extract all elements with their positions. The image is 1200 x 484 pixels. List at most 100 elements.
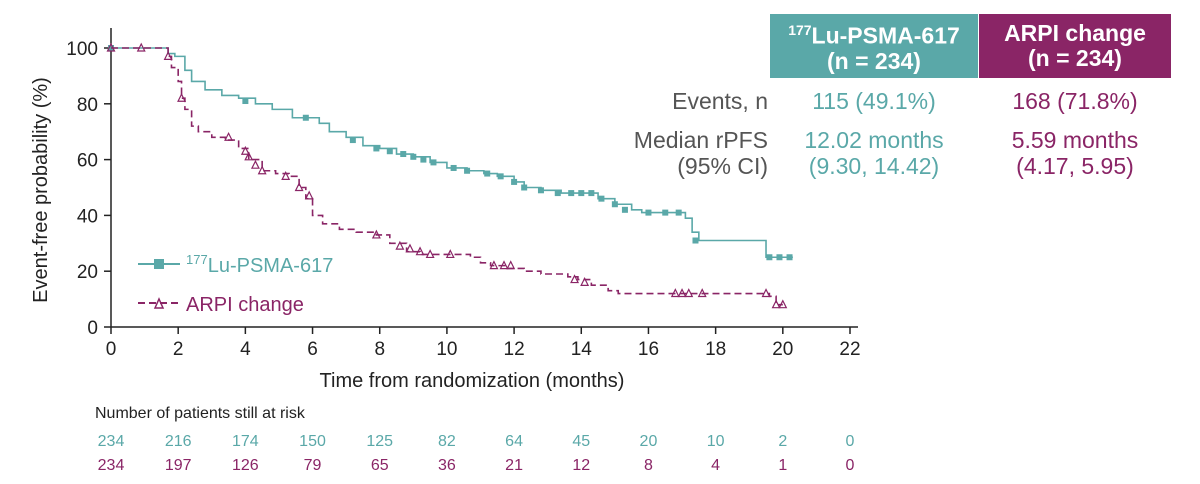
legend-arpi: ARPI change bbox=[138, 294, 304, 316]
censor-mark bbox=[580, 277, 590, 286]
square-marker-icon bbox=[154, 259, 164, 269]
censor-mark bbox=[506, 260, 516, 270]
x-tick-label: 12 bbox=[504, 339, 525, 360]
events-label: Events, n bbox=[672, 88, 768, 114]
risk-count: 125 bbox=[366, 433, 394, 450]
censor-mark bbox=[294, 182, 304, 192]
x-tick-label: 18 bbox=[705, 339, 726, 360]
censor-mark bbox=[578, 190, 585, 197]
y-tick-label: 60 bbox=[77, 151, 98, 172]
censor-mark bbox=[521, 184, 528, 191]
x-tick-label: 0 bbox=[106, 339, 117, 360]
median-arpi-line1: 5.59 months bbox=[1011, 127, 1139, 153]
risk-count: 2 bbox=[778, 433, 788, 450]
censor-mark bbox=[670, 288, 680, 298]
censor-mark bbox=[598, 195, 605, 202]
censor-mark bbox=[645, 209, 652, 216]
x-tick-label: 20 bbox=[772, 339, 793, 360]
censor-mark bbox=[786, 254, 793, 261]
risk-count: 8 bbox=[644, 457, 653, 474]
y-axis-label: Event-free probability (%) bbox=[30, 77, 52, 303]
risk-count: 65 bbox=[370, 457, 389, 474]
censor-mark bbox=[420, 156, 427, 163]
censor-mark bbox=[281, 170, 291, 180]
censor-mark bbox=[662, 209, 669, 216]
risk-count: 4 bbox=[711, 457, 721, 474]
censor-mark bbox=[163, 51, 173, 60]
censor-mark bbox=[244, 151, 254, 161]
legend-lu: 177Lu-PSMA-617 bbox=[138, 252, 333, 277]
censor-mark bbox=[400, 151, 407, 158]
censor-mark bbox=[240, 145, 250, 155]
axes: 0 2 4 6 8 10 12 14 16 18 20 22 0 20 40 60 80 100 bbox=[66, 28, 861, 360]
censor-mark bbox=[410, 153, 417, 160]
censor-mark bbox=[499, 260, 509, 270]
censor-mark bbox=[250, 159, 260, 169]
header-lu-sup: 177 bbox=[788, 22, 812, 39]
x-tick-label: 14 bbox=[571, 339, 593, 360]
censor-mark bbox=[778, 299, 788, 309]
x-axis-label: Time from randomization (months) bbox=[320, 370, 625, 392]
legend: 177Lu-PSMA-617 ARPI change bbox=[138, 252, 333, 316]
censor-mark bbox=[684, 288, 694, 298]
censor-mark bbox=[450, 164, 457, 171]
censor-mark bbox=[675, 209, 682, 216]
header-lu-n: (n = 234) bbox=[827, 47, 921, 74]
risk-count: 234 bbox=[97, 457, 125, 474]
median-lu-line1: 12.02 months bbox=[804, 127, 944, 153]
median-label-line2: (95% CI) bbox=[677, 153, 768, 179]
events-lu: 115 (49.1%) bbox=[812, 88, 936, 114]
median-lu-line2: (9.30, 14.42) bbox=[808, 153, 940, 179]
censor-mark bbox=[464, 167, 471, 174]
y-tick-label: 80 bbox=[77, 95, 98, 116]
censor-mark bbox=[761, 288, 771, 298]
censor-mark bbox=[697, 288, 707, 298]
censor-mark bbox=[177, 92, 187, 102]
censor-mark bbox=[242, 98, 249, 105]
curves bbox=[106, 42, 793, 309]
censor-mark bbox=[570, 274, 580, 284]
legend-arpi-label: ARPI change bbox=[186, 294, 304, 316]
censor-mark bbox=[489, 260, 499, 270]
svg-text:177Lu-PSMA-617: 177Lu-PSMA-617 bbox=[186, 252, 333, 277]
censor-mark bbox=[106, 42, 116, 52]
y-tick-label: 0 bbox=[87, 318, 98, 339]
censor-mark bbox=[415, 246, 425, 256]
risk-count: 0 bbox=[845, 457, 855, 474]
y-tick-label: 20 bbox=[77, 262, 98, 283]
censor-mark bbox=[302, 114, 309, 121]
censor-mark bbox=[776, 254, 783, 261]
km-chart: 0 2 4 6 8 10 12 14 16 18 20 22 0 20 40 60 80 100 Event-fr… bbox=[30, 28, 861, 392]
x-tick-label: 10 bbox=[436, 339, 457, 360]
censor-mark bbox=[621, 206, 628, 213]
censor-mark bbox=[588, 190, 595, 197]
risk-count: 234 bbox=[97, 433, 125, 450]
censor-mark bbox=[257, 165, 267, 175]
censor-mark bbox=[484, 170, 491, 177]
header-arpi: ARPI change (n = 234) bbox=[979, 14, 1171, 78]
y-tick-label: 40 bbox=[77, 206, 98, 227]
censor-mark bbox=[430, 159, 437, 166]
x-tick-label: 6 bbox=[307, 339, 318, 360]
risk-count: 82 bbox=[438, 433, 456, 450]
censor-mark bbox=[771, 299, 781, 309]
censor-mark bbox=[405, 243, 415, 253]
censor-mark bbox=[677, 288, 687, 298]
risk-count: 20 bbox=[639, 433, 658, 450]
series-line-lu bbox=[111, 47, 793, 259]
header-lu: 177Lu-PSMA-617 (n = 234) bbox=[770, 14, 978, 78]
risk-count: 21 bbox=[505, 457, 523, 474]
censor-mark bbox=[373, 145, 380, 152]
censor-mark bbox=[371, 229, 381, 239]
risk-count: 0 bbox=[845, 433, 855, 450]
censor-mark bbox=[445, 249, 455, 259]
censor-mark bbox=[611, 201, 618, 208]
x-tick-label: 8 bbox=[374, 339, 385, 360]
median-lu: 12.02 months (9.30, 14.42) bbox=[770, 127, 978, 179]
censor-mark bbox=[349, 137, 356, 144]
risk-count: 12 bbox=[572, 457, 591, 474]
risk-count: 10 bbox=[706, 433, 725, 450]
median-label-line1: Median rPFS bbox=[633, 127, 768, 153]
risk-count: 1 bbox=[778, 457, 788, 474]
x-tick-label: 22 bbox=[839, 339, 860, 360]
